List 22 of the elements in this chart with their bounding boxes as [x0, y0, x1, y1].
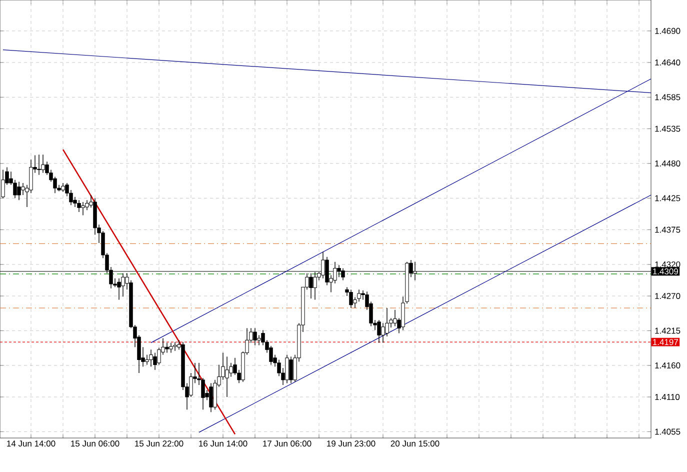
y-tick-label: 1.4320: [655, 261, 680, 268]
x-tick-label: 17 Jun 06:00: [263, 440, 312, 447]
y-tick-label: 1.4640: [655, 59, 680, 66]
y-tick-label: 1.4110: [655, 394, 680, 400]
y-tick-label: 1.4215: [655, 328, 680, 334]
x-tick-label: 14 Jun 14:00: [7, 440, 56, 447]
x-tick-label: 20 Jun 15:00: [390, 440, 440, 447]
y-tick-label: 1.4055: [655, 428, 680, 435]
ref-line-label: 1.4309: [653, 268, 678, 274]
y-tick-label: 1.4535: [655, 126, 680, 132]
y-tick-label: 1.4425: [655, 195, 680, 202]
x-tick-label: 15 Jun 22:00: [135, 440, 184, 447]
y-tick-label: 1.4270: [655, 292, 680, 299]
x-tick-label: 15 Jun 06:00: [71, 440, 120, 447]
y-tick-label: 1.4690: [655, 28, 680, 34]
y-tick-label: 1.4160: [655, 362, 680, 368]
x-tick-label: 16 Jun 14:00: [199, 440, 248, 447]
x-tick-label: 19 Jun 23:00: [327, 440, 376, 447]
y-tick-label: 1.4375: [655, 226, 680, 233]
y-tick-label: 1.4480: [655, 160, 680, 166]
y-tick-label: 1.4585: [655, 94, 680, 100]
ref-line-label: 1.4197: [653, 339, 678, 346]
